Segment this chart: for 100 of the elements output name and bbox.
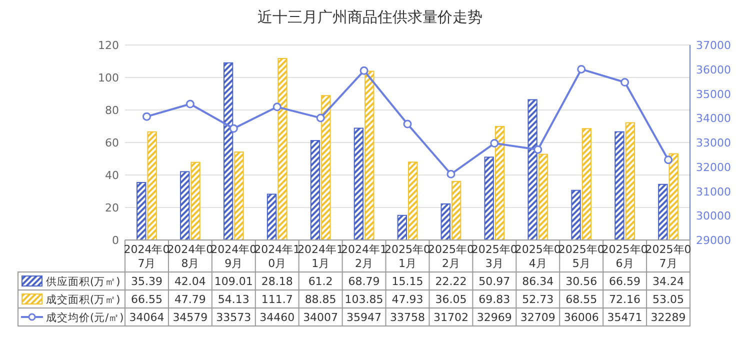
data-label: 31702 [433, 311, 468, 324]
bar [190, 162, 200, 240]
point [664, 156, 673, 164]
legend-label: 成交面积(万㎡) [46, 293, 120, 306]
data-label: 22.22 [435, 275, 467, 288]
data-label: 35471 [607, 311, 642, 324]
data-label: 15.15 [392, 275, 424, 288]
data-label: 111.7 [261, 293, 293, 306]
x-tick-label: 2025年01月 [384, 243, 430, 270]
data-label: 34064 [129, 311, 164, 324]
point [229, 124, 238, 133]
bar [582, 128, 592, 240]
bar [494, 126, 505, 240]
data-label: 88.85 [304, 293, 336, 306]
legend-label: 供应面积(万㎡) [46, 275, 120, 288]
bar [147, 131, 157, 240]
bar [136, 182, 146, 240]
y-tick-label: 20 [105, 202, 119, 214]
y-tick-label: 100 [98, 72, 119, 84]
data-label: 69.83 [478, 293, 510, 306]
data-label: 52.73 [522, 293, 554, 306]
y2-tick-label: 33000 [696, 136, 731, 150]
point [186, 100, 194, 108]
x-tick-label: 2025年05月 [558, 243, 604, 270]
data-label: 28.18 [261, 275, 293, 288]
data-label: 47.93 [392, 293, 424, 306]
x-tick-label: 2024年09月 [210, 243, 257, 270]
data-label: 61.2 [308, 275, 333, 288]
data-label: 35947 [346, 311, 382, 324]
bar [266, 194, 277, 240]
bar [625, 122, 635, 240]
bar [528, 99, 538, 240]
point [534, 145, 542, 154]
y2-tick-label: 30000 [696, 210, 731, 223]
point [316, 114, 325, 122]
x-tick-label: 2025年06月 [602, 243, 648, 270]
y2-tick-label: 37000 [696, 39, 731, 52]
data-label: 68.55 [566, 293, 598, 306]
data-label: 32709 [520, 311, 556, 324]
point [272, 102, 282, 112]
bar [614, 131, 624, 240]
point [577, 64, 586, 74]
data-label: 34460 [260, 311, 295, 324]
y2-tick-label: 31000 [696, 185, 731, 198]
bar [180, 171, 190, 240]
point [446, 170, 456, 178]
bar [223, 62, 234, 240]
bar [440, 203, 450, 240]
y2-tick-label: 32000 [696, 160, 731, 174]
x-tick-label: 2025年07月 [645, 243, 692, 270]
data-label: 42.04 [174, 275, 206, 288]
point [142, 112, 151, 121]
data-label: 34.24 [652, 275, 684, 288]
bar [234, 152, 244, 240]
x-tick-label: 2025年02月 [428, 243, 474, 270]
bar [408, 162, 418, 240]
data-label: 32969 [476, 311, 512, 324]
chart-title: 近十三月广州商品住供求量价走势 [258, 8, 482, 26]
data-label: 103.85 [344, 293, 384, 306]
bar [571, 190, 581, 240]
data-label: 53.05 [652, 293, 684, 306]
data-label: 35.39 [130, 275, 162, 288]
data-label: 34007 [303, 311, 338, 324]
point [360, 66, 368, 75]
bar [354, 128, 364, 240]
legend-label: 成交均价(元/㎡) [46, 311, 124, 324]
y-tick-label: 60 [105, 136, 119, 150]
data-label: 36.05 [435, 293, 467, 306]
bar [310, 140, 320, 240]
bar [658, 184, 668, 240]
y2-tick-label: 34000 [696, 112, 731, 126]
data-label: 54.13 [218, 293, 250, 306]
y-tick-label: 120 [98, 39, 119, 52]
data-label: 36006 [564, 311, 599, 324]
y-tick-label: 40 [105, 169, 119, 182]
bar [364, 70, 374, 240]
bar [484, 156, 494, 240]
bar [451, 180, 462, 240]
data-label: 86.34 [522, 275, 554, 288]
data-label: 30.56 [566, 275, 598, 288]
data-label: 72.16 [609, 293, 641, 306]
data-label: 66.55 [130, 293, 162, 306]
x-tick-label: 2024年07月 [124, 243, 170, 270]
y-tick-label: 0 [112, 234, 119, 247]
y2-tick-label: 36000 [696, 63, 731, 76]
y2-tick-label: 29000 [696, 234, 731, 247]
y2-tick-label: 35000 [696, 88, 731, 101]
y-tick-label: 80 [105, 104, 119, 117]
data-label: 50.97 [478, 275, 510, 288]
x-tick-label: 2024年08月 [167, 243, 214, 270]
data-label: 34579 [172, 311, 208, 324]
data-label: 33758 [390, 311, 425, 324]
data-label: 47.79 [174, 293, 206, 306]
data-label: 68.79 [348, 275, 380, 288]
bar [668, 153, 678, 240]
point [490, 139, 499, 148]
bar [278, 58, 288, 240]
point [403, 120, 412, 128]
data-label: 33573 [216, 311, 252, 324]
bar [397, 214, 407, 240]
